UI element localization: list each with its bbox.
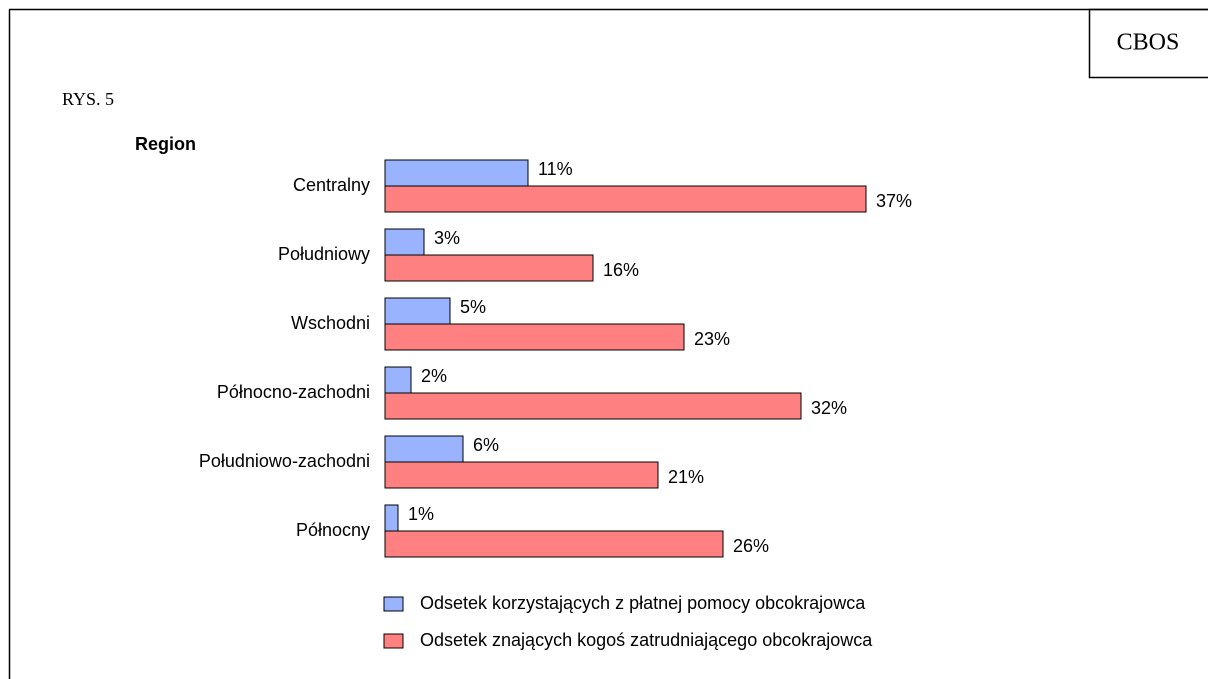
value-label: 11% xyxy=(538,159,573,179)
legend-swatch xyxy=(383,633,404,649)
bar xyxy=(384,228,425,256)
value-label: 37% xyxy=(876,191,912,211)
bar xyxy=(384,504,399,532)
value-label: 2% xyxy=(421,366,447,386)
bar xyxy=(384,461,659,489)
category-label: Wschodni xyxy=(291,313,370,333)
value-label: 6% xyxy=(473,435,499,455)
figure-label: RYS. 5 xyxy=(62,89,114,109)
value-label: 5% xyxy=(460,297,486,317)
axis-title: Region xyxy=(135,134,196,154)
category-label: Centralny xyxy=(293,175,370,195)
legend-label: Odsetek korzystających z płatnej pomocy … xyxy=(420,593,866,613)
legend-swatch xyxy=(383,596,404,612)
value-label: 32% xyxy=(811,398,847,418)
category-label: Północno-zachodni xyxy=(217,382,370,402)
category-label: Południowo-zachodni xyxy=(199,451,370,471)
value-label: 16% xyxy=(603,260,639,280)
bar xyxy=(384,366,412,394)
bar xyxy=(384,254,594,282)
bar xyxy=(384,392,802,420)
source-box xyxy=(1088,8,1208,79)
category-label: Północny xyxy=(296,520,370,540)
value-label: 1% xyxy=(408,504,434,524)
legend-label: Odsetek znających kogoś zatrudniającego … xyxy=(420,630,873,650)
bar xyxy=(384,159,529,187)
bar xyxy=(384,435,464,463)
value-label: 26% xyxy=(733,536,769,556)
value-label: 23% xyxy=(694,329,730,349)
category-label: Południowy xyxy=(278,244,370,264)
bar xyxy=(384,185,867,213)
bar xyxy=(384,323,685,351)
bar xyxy=(384,297,451,325)
value-label: 3% xyxy=(434,228,460,248)
value-label: 21% xyxy=(668,467,704,487)
bar xyxy=(384,530,724,558)
source: CBOS xyxy=(1117,30,1180,56)
